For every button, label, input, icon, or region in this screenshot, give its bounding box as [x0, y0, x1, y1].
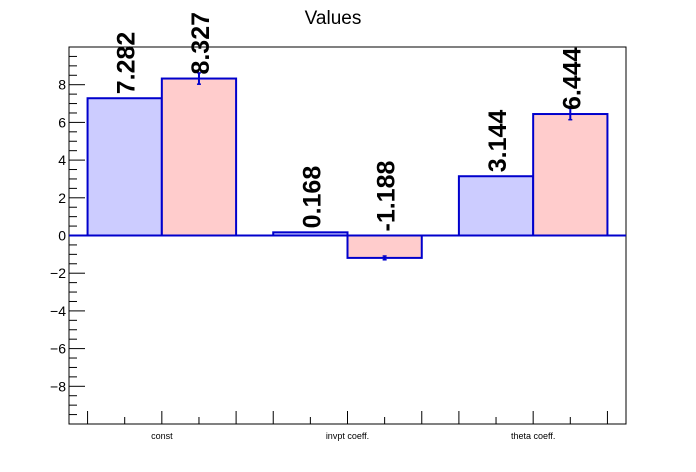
value-label: 8.327 [187, 12, 215, 75]
y-tick-label: −2 [50, 265, 66, 281]
x-category-label: theta coeff. [511, 431, 555, 441]
bar [457, 175, 535, 237]
value-label: 3.144 [484, 110, 512, 173]
y-tick-label: −8 [50, 378, 66, 394]
bar [160, 77, 238, 237]
bar-group [69, 72, 626, 261]
x-category-label: invpt coeff. [326, 431, 369, 441]
y-axis: −8 −6 −4 −2 0 2 4 6 8 [50, 46, 85, 425]
y-tick-label: 8 [58, 77, 66, 93]
bar [532, 113, 609, 237]
bar [86, 97, 163, 237]
value-label: -1.188 [373, 161, 401, 232]
chart-title: Values [305, 8, 362, 29]
y-tick-label: −6 [50, 341, 66, 357]
value-label: 6.444 [558, 47, 586, 110]
value-label: 7.282 [113, 32, 141, 95]
y-tick-label: 6 [58, 114, 66, 130]
value-labels: 7.282 0.168 3.144 8.327 -1.188 6.444 [113, 12, 587, 232]
y-tick-label: 2 [58, 190, 66, 206]
y-tick-label: −4 [50, 303, 66, 319]
bar [346, 234, 423, 259]
value-label: 0.168 [298, 166, 326, 229]
y-tick-label: 0 [58, 228, 66, 244]
y-tick-label: 4 [58, 152, 66, 168]
x-category-label: const [151, 431, 173, 441]
x-axis: const invpt coeff. theta coeff. [87, 411, 608, 441]
